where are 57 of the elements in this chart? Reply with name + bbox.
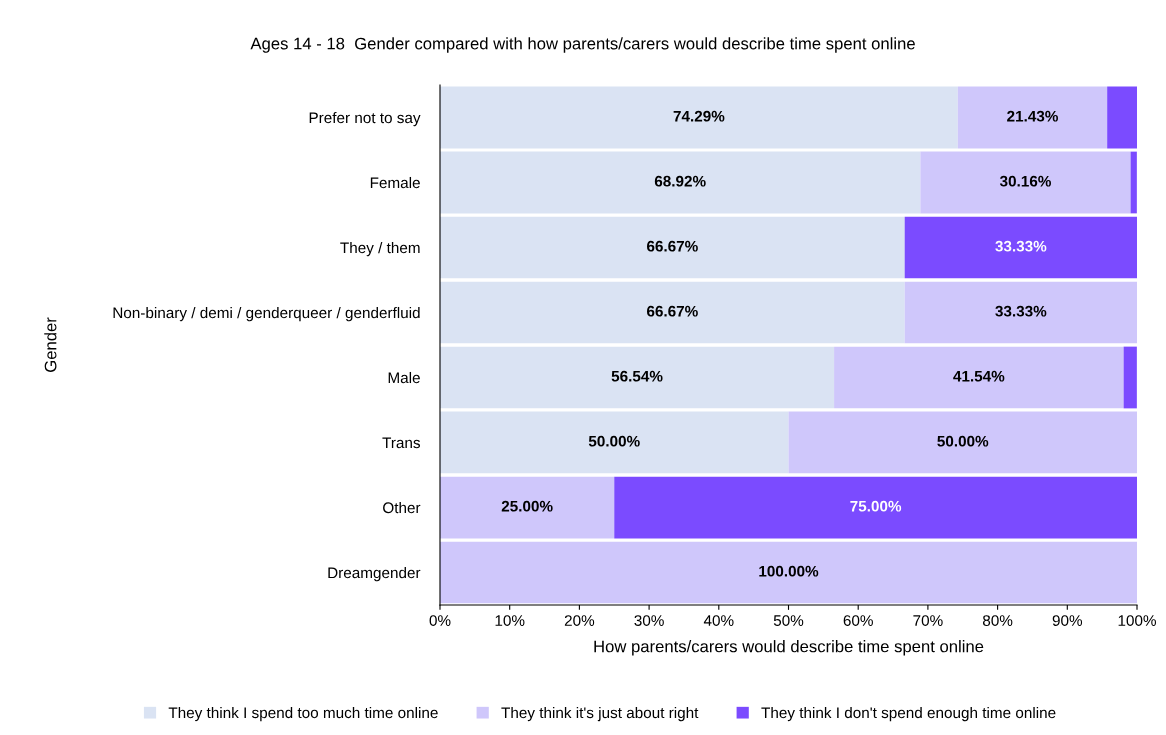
bar <box>834 346 1124 409</box>
bar <box>440 346 835 409</box>
legend-label: They think it's just about right <box>501 706 699 722</box>
y-tick-label: They / them <box>340 241 420 257</box>
y-tick-label: Non-binary / demi / genderqueer / genderfluid <box>113 306 420 322</box>
legend-label: They think I don't spend enough time online <box>761 706 1056 722</box>
data-label: 21.43% <box>1007 110 1058 122</box>
bar <box>614 476 1137 539</box>
x-axis-title: How parents/carers would describe time spent online <box>594 640 984 656</box>
data-label: 100.00% <box>759 565 819 577</box>
bar <box>788 411 1137 474</box>
bar <box>440 86 958 149</box>
y-tick-label: Other <box>383 501 421 514</box>
data-label: 75.00% <box>850 500 902 512</box>
bar <box>1107 86 1137 149</box>
x-tick-label: 10% <box>495 615 525 626</box>
legend-label: They think I spend too much time online <box>168 706 438 722</box>
x-tick-label: 50% <box>773 615 804 626</box>
data-label: 74.29% <box>673 110 725 122</box>
bar <box>1123 346 1137 409</box>
data-label: 56.54% <box>611 370 663 382</box>
data-label: 68.92% <box>654 175 706 187</box>
data-label: 30.16% <box>999 175 1051 187</box>
data-label: 33.33% <box>995 305 1047 317</box>
y-tick-label: Male <box>388 371 420 384</box>
chart-title: Ages 14 - 18 Gender compared with how parents/carers would describe time spent online <box>250 37 915 53</box>
bar <box>957 86 1108 149</box>
x-tick-label: 70% <box>913 615 943 626</box>
x-tick-label: 0% <box>429 615 451 626</box>
bar <box>440 476 615 539</box>
bar <box>1130 151 1137 214</box>
bar <box>920 151 1131 214</box>
x-tick-label: 80% <box>982 615 1013 626</box>
data-label: 50.00% <box>937 435 989 447</box>
y-tick-label: Dreamgender <box>328 566 421 582</box>
x-tick-label: 40% <box>703 615 734 626</box>
y-tick-label: Prefer not to say <box>309 111 421 127</box>
bar <box>440 411 789 474</box>
x-tick-label: 90% <box>1052 615 1083 626</box>
data-label: 41.54% <box>953 370 1005 382</box>
y-tick-label: Female <box>370 176 420 189</box>
data-label: 66.67% <box>647 305 698 317</box>
bar <box>440 151 921 214</box>
bar <box>440 216 905 279</box>
x-tick-label: 30% <box>634 615 664 626</box>
data-label: 66.67% <box>647 240 698 252</box>
x-tick-label: 100% <box>1118 615 1156 626</box>
data-label: 33.33% <box>995 240 1047 252</box>
y-axis-title: Gender <box>44 317 57 372</box>
x-tick-label: 20% <box>564 615 595 626</box>
bar <box>904 216 1137 279</box>
x-tick-label: 60% <box>843 615 873 626</box>
bar <box>440 281 905 344</box>
bar <box>904 281 1137 344</box>
data-label: 50.00% <box>588 435 640 447</box>
y-tick-label: Trans <box>382 437 421 449</box>
data-label: 25.00% <box>501 500 553 512</box>
